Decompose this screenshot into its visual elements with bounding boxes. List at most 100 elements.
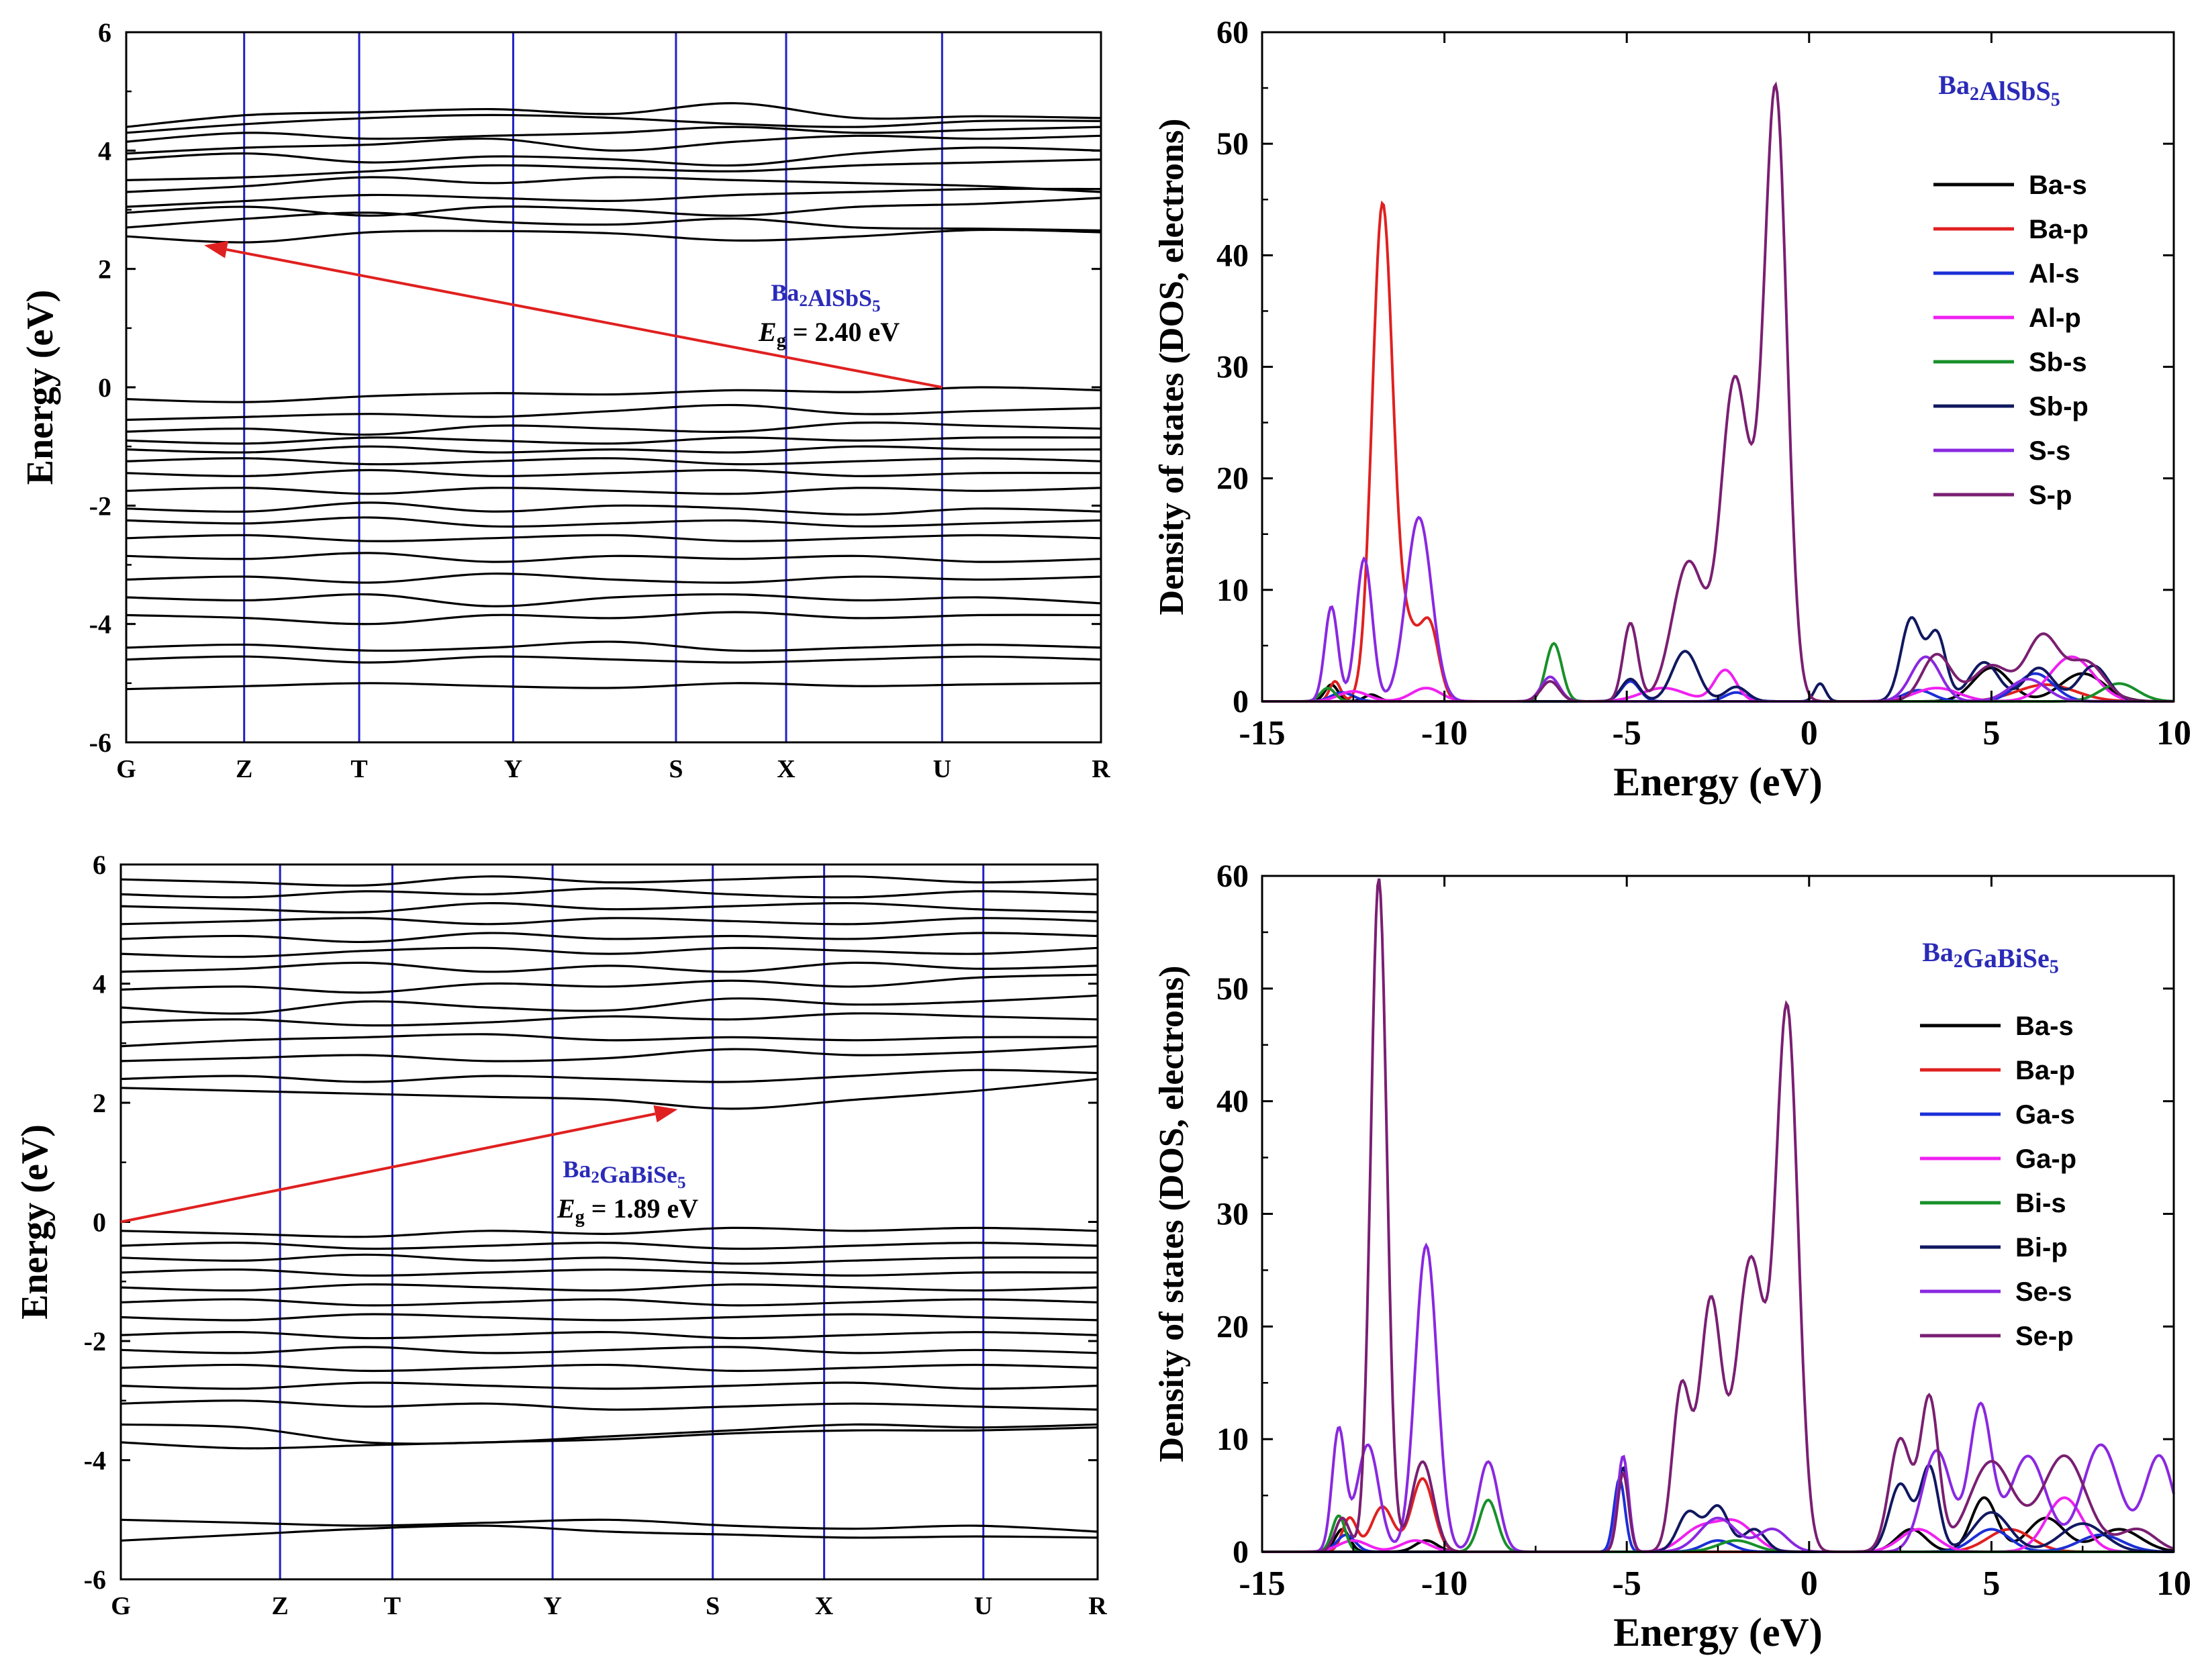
band-line-17 xyxy=(120,1268,1098,1277)
band-line-6 xyxy=(120,973,1098,994)
legend-label-Bi-p: Bi-p xyxy=(2015,1233,2068,1263)
material-label-part: 5 xyxy=(872,297,881,315)
y-axis-label: Density of states (DOS, electrons) xyxy=(1153,966,1191,1463)
kpoint-label-G: G xyxy=(111,1592,131,1620)
x-tick-label: 10 xyxy=(2156,714,2191,752)
legend-label-Sb-s: Sb-s xyxy=(2029,348,2087,377)
x-tick-label: -15 xyxy=(1239,714,1285,752)
dos-series-Se-p xyxy=(1262,878,2174,1553)
legend-label-Al-s: Al-s xyxy=(2029,259,2080,289)
gap-value: = 1.89 eV xyxy=(585,1193,699,1224)
dos-series-Al-p xyxy=(1262,655,2174,703)
gap-subscript: g xyxy=(777,330,786,351)
legend-label-Se-s: Se-s xyxy=(2015,1277,2072,1307)
x-tick-label: 0 xyxy=(1801,714,1818,752)
band-structure-panel-2: -6 -4 -2 0 2 4 6 G Z T Y S X U R Energy (eV) xyxy=(14,850,1107,1620)
y-tick-label: 2 xyxy=(93,1088,106,1118)
material-label: Ba2AlSbS5 xyxy=(771,279,880,315)
legend-label-Al-p: Al-p xyxy=(2029,303,2081,333)
band-gap-arrowhead xyxy=(204,241,229,258)
band-line-8 xyxy=(126,126,1102,143)
y-tick-label: -2 xyxy=(89,491,111,521)
kpoint-label-X: X xyxy=(777,755,795,783)
band-line-20 xyxy=(120,1313,1098,1322)
y-tick-label: 2 xyxy=(98,254,111,285)
band-line-12 xyxy=(120,887,1098,899)
band-line-28 xyxy=(126,682,1102,691)
band-line-0 xyxy=(126,228,1102,244)
band-line-28 xyxy=(120,1518,1098,1533)
dos-panel-1: -15 -10 -5 0 5 10 0 10 20 30 40 50 60 Energy (eV) Dens… xyxy=(1153,15,2191,804)
material-label-part: GaBiSe xyxy=(1963,943,2050,973)
kpoint-label-S: S xyxy=(706,1592,720,1620)
y-tick-label: -4 xyxy=(84,1446,106,1476)
band-line-17 xyxy=(126,468,1102,477)
material-label: Ba2AlSbS5 xyxy=(1938,70,2060,111)
gap-subscript: g xyxy=(575,1207,585,1228)
legend-label-Ga-s: Ga-s xyxy=(2015,1100,2075,1130)
band-line-2 xyxy=(120,1045,1098,1063)
legend-label-S-s: S-s xyxy=(2029,436,2070,466)
kpoint-label-R: R xyxy=(1092,755,1110,783)
x-tick-label: 5 xyxy=(1982,1565,2000,1603)
y-tick-label: 10 xyxy=(1216,573,1249,608)
x-tick-label: 5 xyxy=(1982,714,2000,752)
material-label-part: AlSbS xyxy=(1979,76,2051,106)
band-line-9 xyxy=(120,932,1098,944)
y-tick-label: 10 xyxy=(1216,1422,1249,1457)
kpoint-label-G: G xyxy=(116,755,136,783)
kpoint-label-S: S xyxy=(669,755,683,783)
gap-symbol: E xyxy=(758,317,777,347)
gap-value: = 2.40 eV xyxy=(786,317,900,347)
kpoint-label-T: T xyxy=(350,755,367,783)
band-line-25 xyxy=(126,611,1102,626)
band-line-5 xyxy=(120,994,1098,1015)
band-gap-label: Eg = 1.89 eV xyxy=(557,1193,698,1228)
kpoint-label-R: R xyxy=(1088,1592,1107,1620)
material-label: Ba2GaBiSe5 xyxy=(1922,937,2059,978)
band-line-24 xyxy=(120,1381,1098,1390)
band-gap-arrowhead xyxy=(653,1105,678,1123)
y-tick-label: 60 xyxy=(1216,15,1249,50)
band-line-3 xyxy=(126,187,1102,208)
y-tick-label: 30 xyxy=(1216,350,1249,385)
material-label-part: Ba xyxy=(1938,70,1970,100)
legend-label-Ba-s: Ba-s xyxy=(2015,1011,2074,1041)
y-tick-label: 40 xyxy=(1216,1084,1249,1120)
band-line-9 xyxy=(126,113,1102,134)
band-line-13 xyxy=(120,875,1098,887)
x-tick-label: -10 xyxy=(1421,1565,1468,1603)
legend-label-Ba-p: Ba-p xyxy=(2015,1056,2075,1085)
y-tick-label: 0 xyxy=(98,373,111,403)
y-tick-label: -2 xyxy=(84,1326,106,1356)
material-label-part: 5 xyxy=(677,1174,686,1192)
material-label-part: 5 xyxy=(2051,90,2060,111)
y-tick-label: 0 xyxy=(1233,1534,1249,1570)
y-tick-label: 6 xyxy=(98,17,111,48)
y-tick-label: 40 xyxy=(1216,238,1249,273)
dos-panel-3: -15 -10 -5 0 5 10 0 10 20 30 40 50 60 Energy (eV) Dens… xyxy=(1153,858,2191,1654)
band-line-23 xyxy=(120,1363,1098,1373)
material-label-part: 2 xyxy=(799,292,808,310)
y-tick-label: 50 xyxy=(1216,971,1249,1007)
material-label-part: Ba xyxy=(1922,937,1954,967)
kpoint-label-U: U xyxy=(974,1592,992,1620)
material-label-part: AlSbS xyxy=(808,285,872,311)
material-label: Ba2GaBiSe5 xyxy=(563,1156,685,1192)
band-line-26 xyxy=(126,640,1102,652)
legend-label-S-p: S-p xyxy=(2029,481,2072,510)
band-line-21 xyxy=(120,1330,1098,1340)
x-tick-label: 10 xyxy=(2156,1565,2191,1603)
band-line-2 xyxy=(126,197,1102,217)
legend-label-Ga-p: Ga-p xyxy=(2015,1144,2076,1174)
material-label-part: 2 xyxy=(1970,84,1979,105)
band-line-16 xyxy=(120,1253,1098,1265)
kpoint-label-Y: Y xyxy=(504,755,522,783)
y-tick-label: 6 xyxy=(93,850,106,880)
band-gap-arrow xyxy=(120,1112,656,1224)
band-line-29 xyxy=(120,1524,1098,1542)
band-line-14 xyxy=(126,436,1102,445)
x-tick-label: -15 xyxy=(1239,1565,1285,1603)
band-line-8 xyxy=(120,946,1098,958)
